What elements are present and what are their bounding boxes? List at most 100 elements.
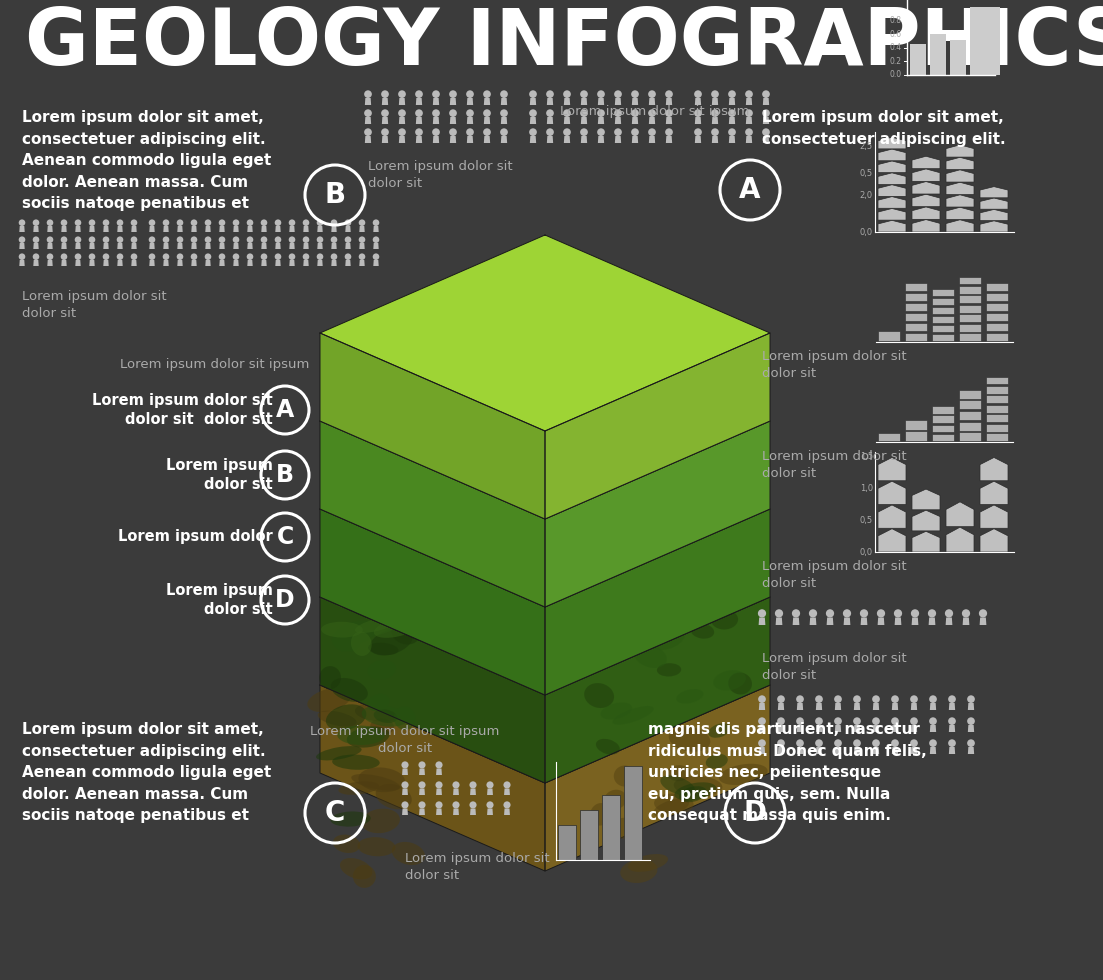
Ellipse shape	[332, 755, 379, 769]
Ellipse shape	[362, 494, 405, 514]
Circle shape	[418, 781, 426, 789]
Polygon shape	[234, 226, 238, 232]
Ellipse shape	[649, 429, 671, 453]
Text: 0,0: 0,0	[860, 548, 872, 557]
Polygon shape	[320, 421, 545, 607]
Polygon shape	[416, 136, 422, 143]
Circle shape	[46, 220, 53, 226]
Ellipse shape	[563, 746, 586, 762]
Bar	[959, 401, 981, 410]
Polygon shape	[303, 260, 309, 266]
Polygon shape	[946, 502, 974, 526]
Circle shape	[103, 220, 109, 226]
Ellipse shape	[368, 643, 398, 656]
Circle shape	[911, 610, 919, 617]
Ellipse shape	[386, 538, 410, 558]
Circle shape	[872, 739, 880, 747]
Circle shape	[967, 695, 975, 703]
Circle shape	[275, 254, 281, 260]
Polygon shape	[450, 117, 457, 124]
Polygon shape	[331, 226, 336, 232]
Ellipse shape	[374, 594, 414, 612]
Polygon shape	[844, 617, 850, 625]
Circle shape	[967, 717, 975, 725]
Circle shape	[758, 610, 767, 617]
Circle shape	[218, 254, 225, 260]
Ellipse shape	[722, 485, 757, 509]
Circle shape	[289, 254, 296, 260]
Polygon shape	[318, 226, 323, 232]
Circle shape	[758, 695, 765, 703]
Polygon shape	[912, 511, 940, 531]
Circle shape	[597, 128, 604, 136]
Circle shape	[778, 695, 785, 703]
Circle shape	[778, 739, 785, 747]
Text: Lorem ipsum dolor sit
dolor sit: Lorem ipsum dolor sit dolor sit	[405, 852, 549, 882]
Circle shape	[149, 220, 156, 226]
Text: 0.6: 0.6	[890, 29, 902, 38]
Text: Lorem ipsum dolor sit amet,
consectetuer adipiscing elit.: Lorem ipsum dolor sit amet, consectetuer…	[762, 110, 1006, 147]
Polygon shape	[581, 117, 587, 124]
Polygon shape	[261, 243, 267, 249]
Circle shape	[500, 110, 507, 117]
Circle shape	[853, 739, 860, 747]
Circle shape	[289, 220, 296, 226]
Polygon shape	[759, 725, 765, 732]
Ellipse shape	[579, 423, 627, 439]
Circle shape	[500, 128, 507, 136]
Polygon shape	[581, 98, 587, 105]
Circle shape	[962, 610, 971, 617]
Polygon shape	[746, 98, 752, 105]
Ellipse shape	[350, 600, 394, 620]
Text: magnis dis parturient, nascetur
ridiculus mus. Donec quam felis,
untricies nec, : magnis dis parturient, nascetur ridiculu…	[647, 722, 927, 823]
Bar	[959, 421, 981, 430]
Polygon shape	[345, 226, 351, 232]
Circle shape	[762, 110, 770, 117]
Ellipse shape	[719, 763, 768, 785]
Polygon shape	[501, 98, 507, 105]
Polygon shape	[878, 505, 906, 528]
Circle shape	[580, 90, 588, 98]
Polygon shape	[545, 333, 770, 519]
Circle shape	[103, 254, 109, 260]
Polygon shape	[399, 136, 405, 143]
Bar	[959, 323, 981, 332]
Circle shape	[945, 610, 953, 617]
Circle shape	[665, 110, 673, 117]
Ellipse shape	[374, 710, 397, 723]
Ellipse shape	[628, 854, 668, 872]
Ellipse shape	[650, 512, 688, 535]
Polygon shape	[436, 808, 442, 815]
Polygon shape	[276, 260, 280, 266]
Circle shape	[149, 254, 156, 260]
Circle shape	[302, 236, 309, 243]
Polygon shape	[432, 136, 439, 143]
Circle shape	[247, 236, 254, 243]
Circle shape	[775, 610, 783, 617]
Polygon shape	[945, 617, 952, 625]
Polygon shape	[979, 210, 1008, 220]
Circle shape	[33, 220, 40, 226]
Circle shape	[382, 90, 389, 98]
Circle shape	[88, 254, 95, 260]
Circle shape	[358, 220, 365, 226]
Bar	[959, 333, 981, 341]
Polygon shape	[75, 243, 81, 249]
Polygon shape	[930, 703, 936, 710]
Circle shape	[483, 110, 491, 117]
Ellipse shape	[394, 707, 416, 730]
Circle shape	[452, 802, 460, 808]
Ellipse shape	[590, 803, 611, 825]
Polygon shape	[796, 725, 803, 732]
Polygon shape	[878, 481, 906, 505]
Circle shape	[247, 254, 254, 260]
Ellipse shape	[711, 610, 738, 629]
Bar	[930, 34, 946, 75]
Polygon shape	[163, 260, 169, 266]
Ellipse shape	[358, 767, 405, 792]
Polygon shape	[547, 136, 553, 143]
Polygon shape	[219, 243, 225, 249]
Circle shape	[929, 695, 936, 703]
Polygon shape	[47, 226, 53, 232]
Circle shape	[163, 254, 169, 260]
